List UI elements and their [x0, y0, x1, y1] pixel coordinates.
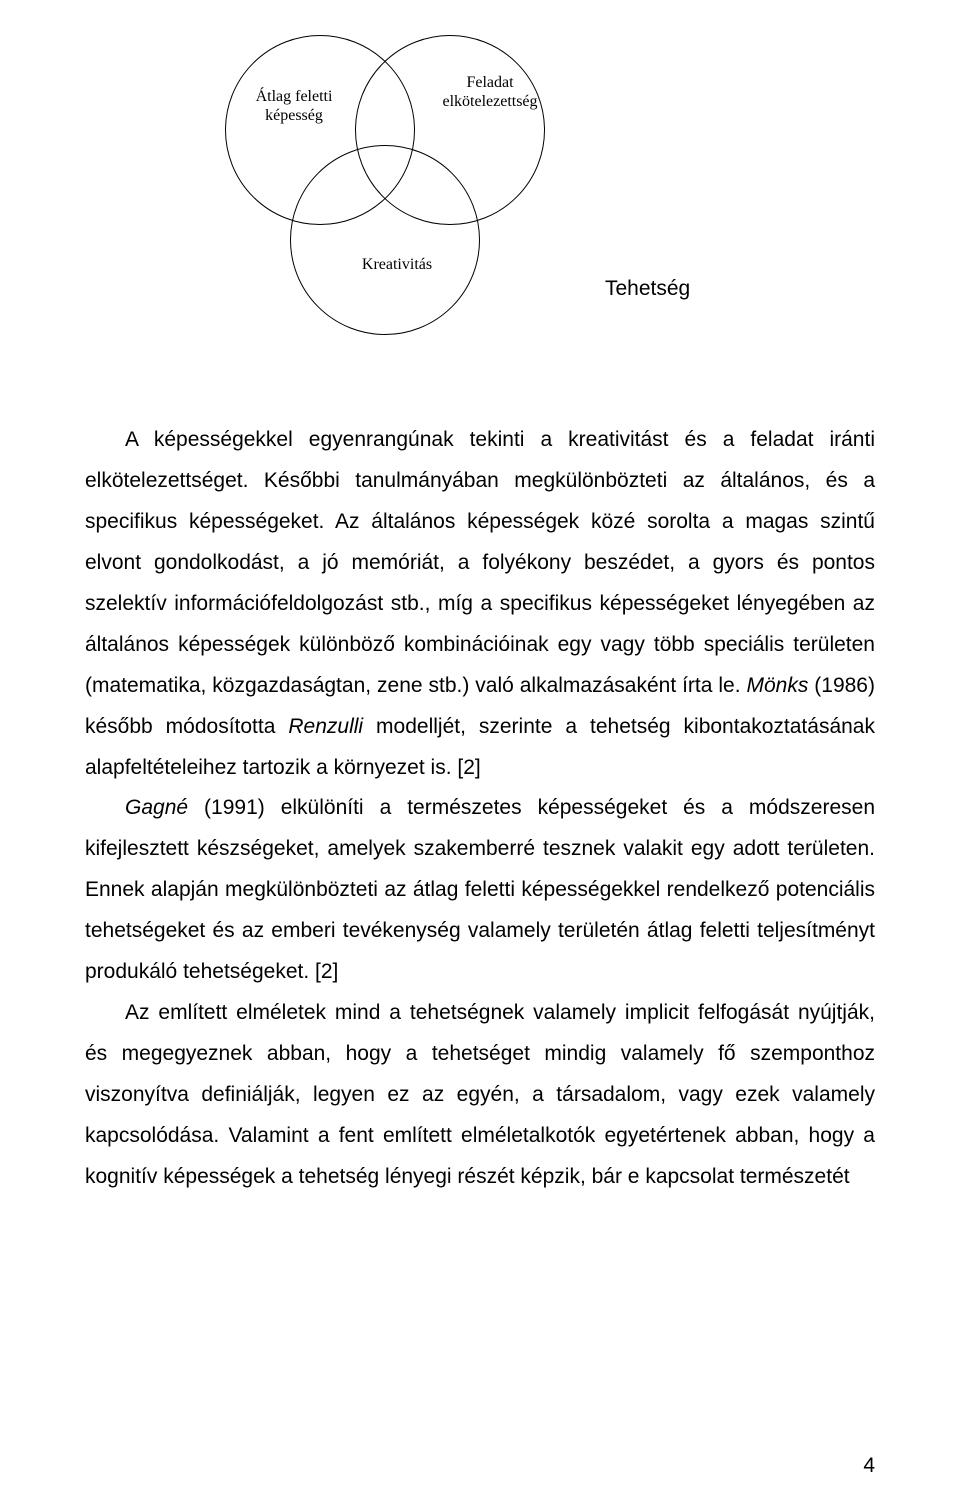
paragraph-2: Gagné (1991) elkülöníti a természetes ké…	[85, 788, 875, 993]
paragraph-3: Az említett elméletek mind a tehetségnek…	[85, 993, 875, 1198]
venn-label-left: Átlag feletti képesség	[239, 87, 349, 125]
venn-label-left-line2: képesség	[265, 107, 323, 124]
p2-text-a: (1991) elkülöníti a természetes képesség…	[85, 796, 875, 983]
p1-italic-monks: Mönks	[746, 674, 808, 697]
paragraph-1: A képességekkel egyenrangúnak tekinti a …	[85, 420, 875, 788]
venn-label-bottom: Kreativitás	[342, 255, 452, 274]
venn-diagram: Átlag feletti képesség Feladat elkötelez…	[195, 5, 615, 345]
venn-label-right-line1: Feladat	[466, 74, 513, 91]
p1-italic-renzulli: Renzulli	[288, 715, 363, 738]
diagram-side-label: Tehetség	[605, 277, 690, 301]
venn-label-right: Feladat elkötelezettség	[425, 73, 555, 111]
p1-text-a: A képességekkel egyenrangúnak tekinti a …	[85, 428, 875, 697]
p2-italic-gagne: Gagné	[125, 796, 188, 819]
page-number: 4	[863, 1454, 875, 1478]
venn-label-right-line2: elkötelezettség	[442, 93, 537, 110]
venn-circle-bottom	[290, 145, 480, 335]
body-text: A képességekkel egyenrangúnak tekinti a …	[85, 420, 875, 1198]
venn-label-left-line1: Átlag feletti	[256, 88, 333, 105]
